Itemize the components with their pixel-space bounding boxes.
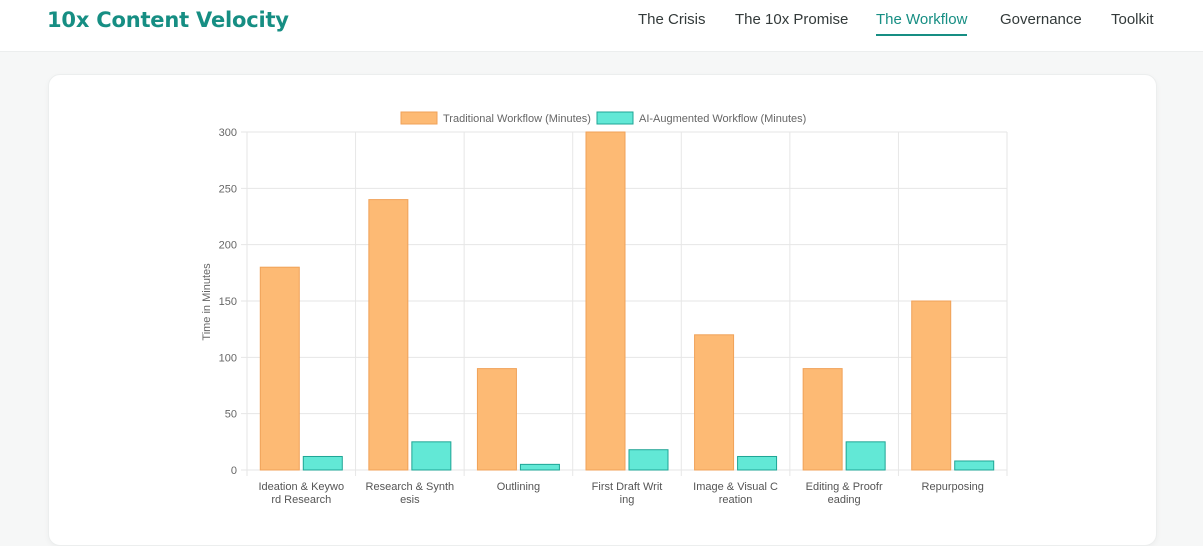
- bar-ai-augmented[interactable]: [411, 441, 452, 471]
- legend-label-traditional[interactable]: Traditional Workflow (Minutes): [443, 113, 591, 125]
- bar-ai-augmented[interactable]: [954, 460, 995, 471]
- x-tick-label: Ideation & Keywo: [258, 481, 344, 493]
- bar-traditional[interactable]: [694, 334, 735, 471]
- nav-item-workflow-label: The Workflow: [876, 11, 968, 28]
- x-tick-label: Image & Visual C: [693, 481, 778, 493]
- y-tick-label: 250: [219, 183, 237, 195]
- nav-item-governance[interactable]: Governance: [1000, 11, 1082, 28]
- x-tick-label: esis: [400, 494, 420, 506]
- bar-ai-augmented[interactable]: [628, 449, 669, 471]
- x-tick-label: eading: [828, 494, 861, 506]
- y-tick-label: 150: [219, 296, 237, 308]
- bar-ai-augmented[interactable]: [302, 455, 343, 471]
- x-tick-label: reation: [719, 494, 753, 506]
- bar-traditional[interactable]: [585, 131, 626, 471]
- y-tick-label: 300: [219, 127, 237, 139]
- x-tick-label: Repurposing: [922, 481, 984, 493]
- y-tick-label: 50: [225, 409, 237, 421]
- bar-ai-augmented[interactable]: [737, 455, 778, 471]
- x-tick-label: Editing & Proofr: [806, 481, 883, 493]
- bar-traditional[interactable]: [259, 266, 300, 471]
- bar-ai-augmented[interactable]: [845, 441, 886, 471]
- nav-item-promise[interactable]: The 10x Promise: [735, 11, 849, 28]
- x-tick-label: Research & Synth: [366, 481, 455, 493]
- bar-ai-augmented[interactable]: [519, 463, 560, 471]
- y-tick-label: 0: [231, 465, 237, 477]
- bar-traditional[interactable]: [802, 368, 843, 471]
- nav-item-toolkit[interactable]: Toolkit: [1111, 11, 1154, 28]
- active-nav-underline: [876, 34, 968, 36]
- nav-item-workflow[interactable]: The Workflow: [876, 11, 968, 36]
- legend-swatch-traditional[interactable]: [400, 111, 438, 125]
- brand-logo-text[interactable]: 10x Content Velocity: [47, 8, 289, 32]
- y-tick-label: 200: [219, 240, 237, 252]
- bar-traditional[interactable]: [476, 368, 517, 471]
- bar-traditional[interactable]: [368, 199, 409, 471]
- x-tick-label: Outlining: [497, 481, 540, 493]
- y-tick-label: 100: [219, 352, 237, 364]
- legend-swatch-ai[interactable]: [596, 111, 634, 125]
- x-tick-label: ing: [620, 494, 635, 506]
- x-tick-label: rd Research: [271, 494, 331, 506]
- nav-item-crisis[interactable]: The Crisis: [638, 11, 706, 28]
- bar-traditional[interactable]: [911, 300, 952, 471]
- top-navbar: 10x Content Velocity The Crisis The 10x …: [0, 0, 1203, 52]
- y-axis-label: Time in Minutes: [201, 263, 213, 341]
- legend-label-ai[interactable]: AI-Augmented Workflow (Minutes): [639, 113, 806, 125]
- x-tick-label: First Draft Writ: [592, 481, 663, 493]
